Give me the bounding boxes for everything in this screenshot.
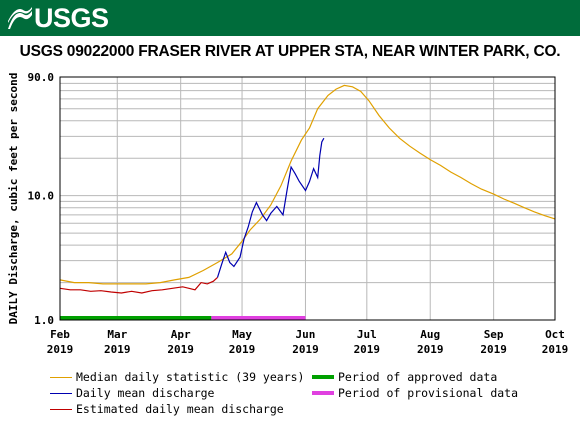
x-tick-year: 2019 <box>47 343 74 356</box>
x-tick-year: 2019 <box>229 343 256 356</box>
x-tick-year: 2019 <box>354 343 381 356</box>
chart-title: USGS 09022000 FRASER RIVER AT UPPER STA,… <box>19 43 561 60</box>
x-tick-label: Jun <box>296 328 316 341</box>
x-tick-year: 2019 <box>480 343 507 356</box>
legend-label-median: Median daily statistic (39 years) <box>76 370 305 384</box>
x-tick-label: Oct <box>545 328 565 341</box>
status-bar-1 <box>211 316 306 320</box>
legend-item-provisional: Period of provisional data <box>312 386 518 400</box>
legend-swatch-estimated <box>50 408 72 410</box>
legend-swatch-median <box>50 376 72 378</box>
status-bar-0 <box>60 316 212 320</box>
x-tick-label: Mar <box>107 328 127 341</box>
usgs-banner: USGS <box>0 0 580 36</box>
x-tick-year: 2019 <box>417 343 444 356</box>
legend-item-approved: Period of approved data <box>312 370 497 384</box>
y-tick-label: 90.0 <box>28 71 55 84</box>
x-tick-year: 2019 <box>292 343 319 356</box>
plot-area <box>60 77 555 320</box>
legend-label-provisional: Period of provisional data <box>338 386 519 400</box>
legend-swatch-daily-mean <box>50 392 72 394</box>
legend-item-median: Median daily statistic (39 years) <box>50 370 304 384</box>
legend-swatch-provisional <box>312 391 334 395</box>
y-axis-label: DAILY Discharge, cubic feet per second <box>7 73 20 325</box>
legend-label-approved: Period of approved data <box>338 370 498 384</box>
usgs-logo-text: USGS <box>34 3 109 33</box>
legend-item-estimated: Estimated daily mean discharge <box>50 402 284 416</box>
legend-label-estimated: Estimated daily mean discharge <box>76 402 284 416</box>
x-tick-year: 2019 <box>542 343 569 356</box>
series-line-0 <box>59 84 556 285</box>
x-tick-year: 2019 <box>167 343 194 356</box>
y-tick-label: 1.0 <box>34 314 54 327</box>
series-line-1 <box>216 137 325 278</box>
legend-swatch-approved <box>312 375 334 379</box>
x-tick-label: Jul <box>357 328 377 341</box>
x-tick-label: May <box>232 328 252 341</box>
usgs-logo-icon <box>8 7 32 29</box>
legend-label-daily-mean: Daily mean discharge <box>76 386 215 400</box>
series-line-2 <box>59 276 218 294</box>
discharge-chart: 1.0 10.0 90.0 Feb 2019 Mar 2019 Apr 2019 May 2019 J… <box>7 71 569 356</box>
x-tick-label: Feb <box>50 328 70 341</box>
y-tick-label: 10.0 <box>28 190 55 203</box>
x-tick-label: Apr <box>171 328 191 341</box>
plot-frame <box>59 76 556 321</box>
legend-item-daily-mean: Daily mean discharge <box>50 386 214 400</box>
x-tick-label: Sep <box>484 328 504 341</box>
x-tick-year: 2019 <box>104 343 131 356</box>
x-tick-label: Aug <box>420 328 440 341</box>
